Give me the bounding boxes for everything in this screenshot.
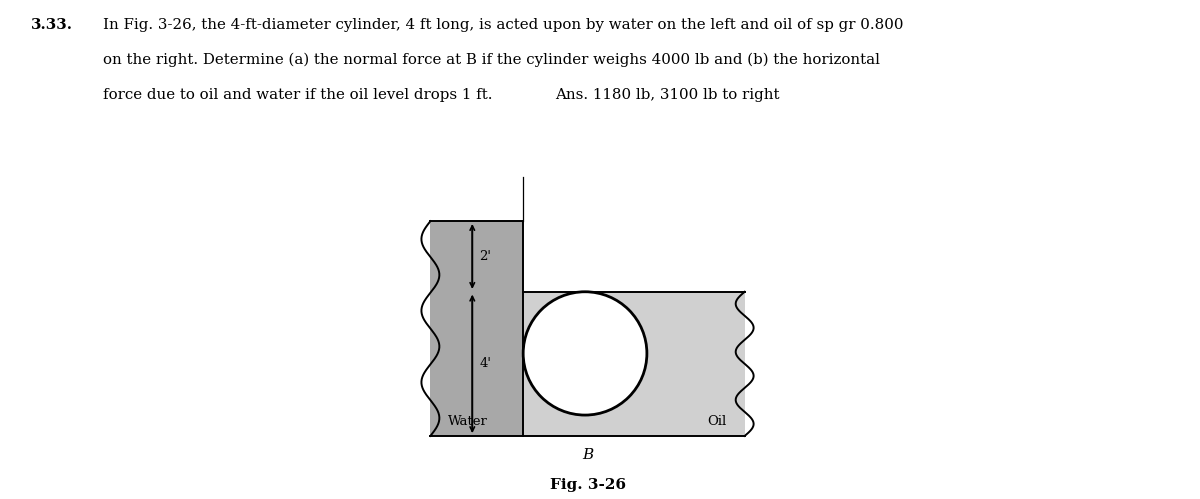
Text: B: B [582,448,593,462]
Bar [431,221,523,436]
Text: Fig. 3-26: Fig. 3-26 [550,478,625,492]
Text: Ans. 1180 lb, 3100 lb to right: Ans. 1180 lb, 3100 lb to right [556,88,780,102]
Text: force due to oil and water if the oil level drops 1 ft.: force due to oil and water if the oil le… [103,88,493,102]
Text: In Fig. 3-26, the 4-ft-diameter cylinder, 4 ft long, is acted upon by water on t: In Fig. 3-26, the 4-ft-diameter cylinder… [103,18,904,32]
Bar [523,292,745,436]
Text: 3.33.: 3.33. [31,18,73,32]
Text: Water: Water [449,415,488,428]
Text: Oil: Oil [708,415,727,428]
Text: 2': 2' [479,250,491,263]
Circle shape [523,292,647,415]
Text: 4': 4' [479,357,491,370]
Text: on the right. Determine (a) the normal force at B if the cylinder weighs 4000 lb: on the right. Determine (a) the normal f… [103,53,880,67]
